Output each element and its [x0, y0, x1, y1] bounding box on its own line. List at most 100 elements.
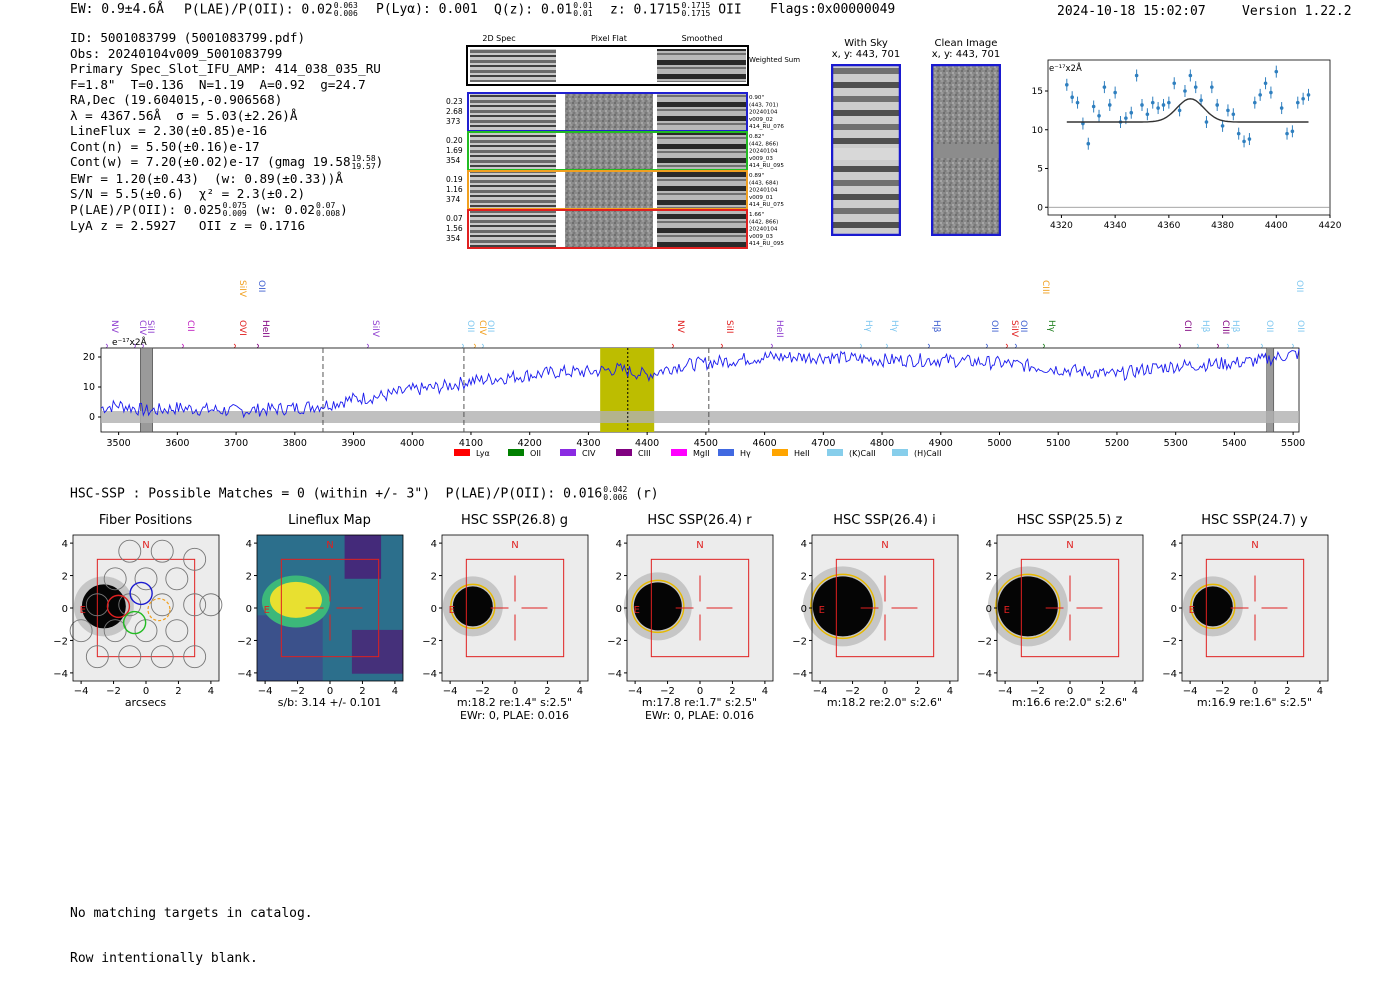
- legend-swatch: [560, 449, 576, 456]
- hsc-panel-title: HSC SSP(26.8) g: [460, 513, 569, 528]
- hsc-cutout: N E −4 −4 −2 −2 0 0 2 2 4 4: [977, 534, 1144, 695]
- full-x-tick-label: 3700: [224, 438, 248, 449]
- header-timestamp: 2024-10-18 15:02:07: [1057, 4, 1206, 19]
- hsc-panel-title: HSC SSP(25.5) z: [1016, 513, 1123, 528]
- header-flags: Flags:0x00000049: [770, 2, 896, 17]
- emission-line-label: OII: [989, 320, 999, 332]
- cutout-x-tick-label: 4: [392, 686, 398, 695]
- full-x-tick-label: 4700: [811, 438, 835, 449]
- full-x-tick-label: 5400: [1222, 438, 1246, 449]
- emission-line-label: HeII: [774, 320, 784, 338]
- spec-row-stat: 354: [446, 234, 461, 243]
- cutout-y-tick-label: 4: [246, 539, 252, 550]
- hsc-panel-title: HSC SSP(26.4) r: [647, 513, 752, 528]
- cutout-x-tick-label: 2: [729, 686, 735, 695]
- emission-line-brace: [1042, 343, 1045, 349]
- zoom-point: [1226, 108, 1230, 113]
- full-x-tick-label: 4000: [400, 438, 424, 449]
- header-version: Version 1.22.2: [1242, 4, 1352, 19]
- weighted-sum-2d: [470, 49, 556, 82]
- fiber-circle: [150, 593, 174, 617]
- region-box: [835, 558, 935, 658]
- east-label: E: [80, 605, 86, 616]
- cutout-x-tick-label: 2: [175, 686, 181, 695]
- zoom-point: [1086, 141, 1091, 146]
- emission-line-label: OVI: [237, 320, 247, 336]
- info-block: ID: 5001083799 (5001083799.pdf) Obs: 202…: [70, 30, 383, 234]
- aperture-circle: [995, 573, 1061, 640]
- legend-swatch: [671, 449, 687, 456]
- zoom-point: [1199, 98, 1203, 103]
- spec-row-meta: v009_02: [749, 117, 773, 123]
- full-x-tick-label: 4600: [753, 438, 777, 449]
- sky-band: [831, 222, 901, 228]
- emission-line-label: Hβ: [1230, 320, 1240, 333]
- cutout-y-tick-label: 2: [62, 572, 68, 583]
- cutout-y-tick-label: 0: [801, 604, 807, 615]
- cutout-x-tick-label: −4: [258, 686, 273, 695]
- spec-row-stat: 0.19: [446, 175, 463, 184]
- cutout-y-tick-label: −4: [53, 669, 68, 680]
- zoom-point: [1306, 93, 1311, 97]
- cutout-x-tick-label: −2: [106, 686, 121, 695]
- emission-line-brace: [720, 343, 723, 349]
- emission-line-label: OII: [485, 320, 495, 332]
- fiber-highlight: [129, 581, 153, 606]
- zoom-point: [1274, 69, 1279, 74]
- spec-row-meta: 414_RU_075: [749, 202, 784, 208]
- lineflux-patch: [344, 535, 382, 579]
- galaxy-core: [997, 576, 1058, 637]
- hsc-caption-line: EWr: 0, PLAE: 0.016: [459, 709, 570, 722]
- fiber-circle: [150, 539, 174, 563]
- cutout-y-tick-label: −4: [422, 669, 437, 680]
- cutout-x-tick-label: 0: [697, 686, 703, 695]
- galaxy-core: [1192, 586, 1233, 627]
- hsc-cutout: N E −4 −4 −2 −2 0 0 2 2 4 4: [1162, 534, 1329, 695]
- flux-line: [100, 349, 1300, 419]
- with-sky-image: [831, 64, 901, 236]
- cutout-y-tick-label: −4: [607, 669, 622, 680]
- emission-line-label: OII: [1294, 280, 1304, 292]
- fiber-circle: [165, 567, 189, 591]
- emission-line-brace: [927, 343, 930, 349]
- clean-image: [931, 64, 1001, 236]
- zoom-chart: e⁻¹⁷x2Å 4320 4340 4360 4380 4400 4420 0 5 10 15: [1032, 59, 1342, 231]
- info-primary: Primary Spec_Slot_IFU_AMP: 414_038_035_R…: [70, 61, 381, 76]
- zoom-point: [1290, 129, 1295, 134]
- footer-note: No matching targets in catalog. Row inte…: [70, 876, 313, 981]
- cutout-y-tick-label: 0: [62, 604, 68, 615]
- with-sky-title: With Sky x, y: 443, 701: [831, 38, 901, 60]
- legend-label: OII: [530, 449, 541, 458]
- hsc-caption-line: m:17.8 re:1.7" s:2.5": [641, 696, 758, 709]
- sky-band: [831, 68, 901, 74]
- spec-row-stat: 374: [446, 195, 461, 204]
- spec-row-meta: 414_RU_095: [749, 163, 784, 169]
- weighted-sum-smoothed: [657, 49, 746, 82]
- cutout-y-tick-label: −2: [1162, 636, 1177, 647]
- zoom-chart-frame: [1047, 59, 1331, 216]
- legend-swatch: [508, 449, 524, 456]
- sky-band: [831, 148, 901, 160]
- full-x-tick-label: 5300: [1164, 438, 1188, 449]
- hsc-caption-line: m:16.9 re:1.6" s:2.5": [1196, 696, 1313, 709]
- cutout-x-tick-label: 4: [947, 686, 953, 695]
- info-id: ID: 5001083799 (5001083799.pdf): [70, 30, 306, 45]
- zoom-point: [1177, 108, 1182, 113]
- full-x-tick-label: 4200: [518, 438, 542, 449]
- emission-line-label: Hγ: [1046, 320, 1056, 333]
- region-box: [650, 558, 750, 658]
- header-ew: EW: 0.9±4.6Å: [70, 2, 164, 17]
- cutout-y-tick-label: 2: [616, 572, 622, 583]
- zoom-x-tick-label: 4360: [1157, 221, 1180, 231]
- cutout-x-tick-label: −2: [660, 686, 675, 695]
- emission-line-brace: [1178, 343, 1181, 349]
- emission-line-label: OII: [1264, 320, 1274, 332]
- zoom-point: [1269, 90, 1273, 95]
- spec-row-stat: 0.07: [446, 214, 463, 223]
- emission-line-label: CIV: [137, 320, 147, 336]
- full-x-tick-label: 5200: [1105, 438, 1129, 449]
- zoom-point: [1075, 100, 1080, 105]
- cutout-y-tick-label: 4: [1171, 539, 1177, 550]
- zoom-point: [1279, 106, 1284, 110]
- sky-band: [831, 166, 901, 172]
